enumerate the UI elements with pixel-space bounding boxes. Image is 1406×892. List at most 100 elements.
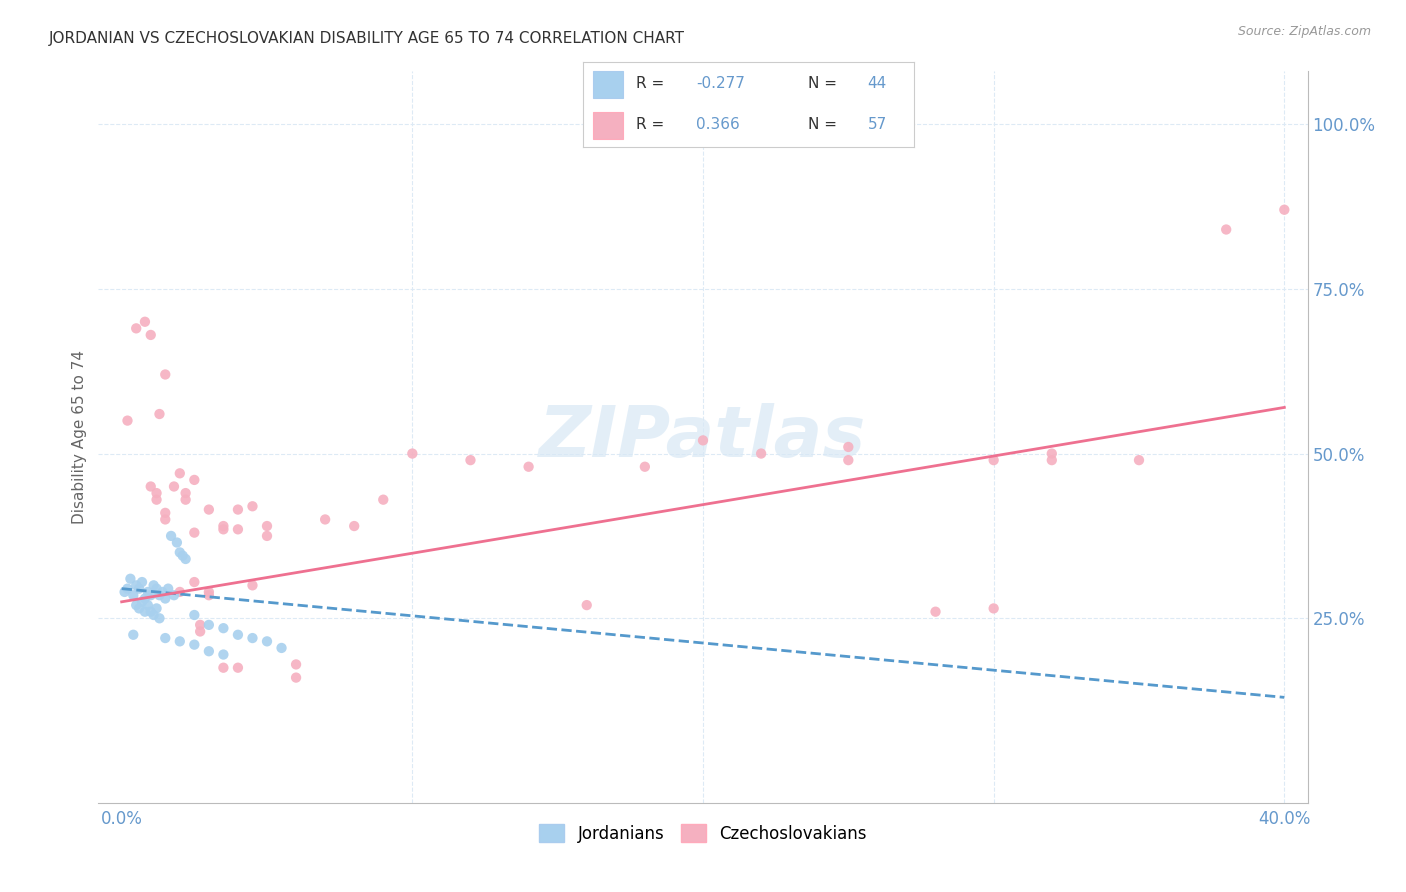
Point	[1215, 222, 1237, 236]
Point	[1040, 453, 1063, 467]
Point	[122, 588, 145, 602]
Point	[198, 618, 221, 632]
Point	[285, 657, 308, 672]
Text: 44: 44	[868, 76, 887, 91]
Point	[188, 624, 211, 639]
Point	[166, 535, 188, 549]
Point	[183, 473, 205, 487]
Point	[142, 607, 165, 622]
Point	[242, 578, 264, 592]
Point	[145, 486, 167, 500]
Point	[198, 644, 221, 658]
Point	[128, 582, 150, 596]
Point	[256, 634, 278, 648]
Point	[134, 315, 156, 329]
Text: 57: 57	[868, 117, 887, 132]
Point	[150, 585, 173, 599]
Point	[212, 522, 235, 536]
Text: ZIPatlas: ZIPatlas	[540, 402, 866, 472]
Point	[212, 621, 235, 635]
Point	[212, 648, 235, 662]
Point	[172, 549, 194, 563]
Point	[155, 506, 177, 520]
Point	[517, 459, 540, 474]
Point	[169, 634, 191, 648]
Point	[183, 525, 205, 540]
Point	[212, 519, 235, 533]
Point	[139, 588, 162, 602]
Point	[270, 640, 292, 655]
Point	[160, 529, 183, 543]
Legend: Jordanians, Czechoslovakians: Jordanians, Czechoslovakians	[533, 818, 873, 849]
Point	[169, 467, 191, 481]
Point	[692, 434, 714, 448]
Point	[142, 578, 165, 592]
Point	[1040, 446, 1063, 460]
Point	[157, 582, 180, 596]
Point	[1128, 453, 1150, 467]
Point	[1272, 202, 1295, 217]
Point	[924, 605, 946, 619]
Point	[155, 512, 177, 526]
Point	[125, 578, 148, 592]
Point	[285, 671, 308, 685]
Point	[131, 595, 153, 609]
Point	[401, 446, 423, 460]
Point	[114, 585, 136, 599]
Point	[131, 575, 153, 590]
Point	[183, 638, 205, 652]
Point	[169, 545, 191, 559]
Point	[174, 486, 197, 500]
Point	[212, 661, 235, 675]
Point	[139, 605, 162, 619]
Point	[343, 519, 366, 533]
Point	[256, 519, 278, 533]
Point	[155, 631, 177, 645]
Point	[136, 598, 159, 612]
Point	[837, 453, 859, 467]
Point	[120, 572, 142, 586]
Point	[198, 585, 221, 599]
Point	[983, 601, 1005, 615]
Point	[117, 414, 139, 428]
Point	[155, 368, 177, 382]
Point	[134, 605, 156, 619]
Point	[183, 607, 205, 622]
Point	[148, 588, 170, 602]
Point	[226, 502, 249, 516]
Point	[139, 327, 162, 342]
Point	[145, 492, 167, 507]
Text: JORDANIAN VS CZECHOSLOVAKIAN DISABILITY AGE 65 TO 74 CORRELATION CHART: JORDANIAN VS CZECHOSLOVAKIAN DISABILITY …	[49, 31, 685, 46]
Point	[837, 440, 859, 454]
Point	[125, 321, 148, 335]
Text: N =: N =	[808, 76, 842, 91]
Point	[373, 492, 395, 507]
Point	[226, 661, 249, 675]
Point	[148, 611, 170, 625]
Point	[188, 618, 211, 632]
FancyBboxPatch shape	[593, 71, 623, 98]
Point	[198, 502, 221, 516]
FancyBboxPatch shape	[593, 112, 623, 139]
Point	[226, 628, 249, 642]
Point	[198, 588, 221, 602]
Point	[226, 522, 249, 536]
Point	[134, 591, 156, 606]
Point	[174, 552, 197, 566]
Point	[145, 582, 167, 596]
Text: -0.277: -0.277	[696, 76, 745, 91]
Y-axis label: Disability Age 65 to 74: Disability Age 65 to 74	[72, 350, 87, 524]
Point	[460, 453, 482, 467]
Text: R =: R =	[637, 117, 669, 132]
Text: N =: N =	[808, 117, 842, 132]
Point	[163, 588, 186, 602]
Text: R =: R =	[637, 76, 669, 91]
Point	[139, 479, 162, 493]
Point	[117, 582, 139, 596]
Point	[183, 575, 205, 590]
Point	[155, 591, 177, 606]
Point	[169, 585, 191, 599]
Point	[575, 598, 598, 612]
Point	[242, 631, 264, 645]
Point	[148, 407, 170, 421]
